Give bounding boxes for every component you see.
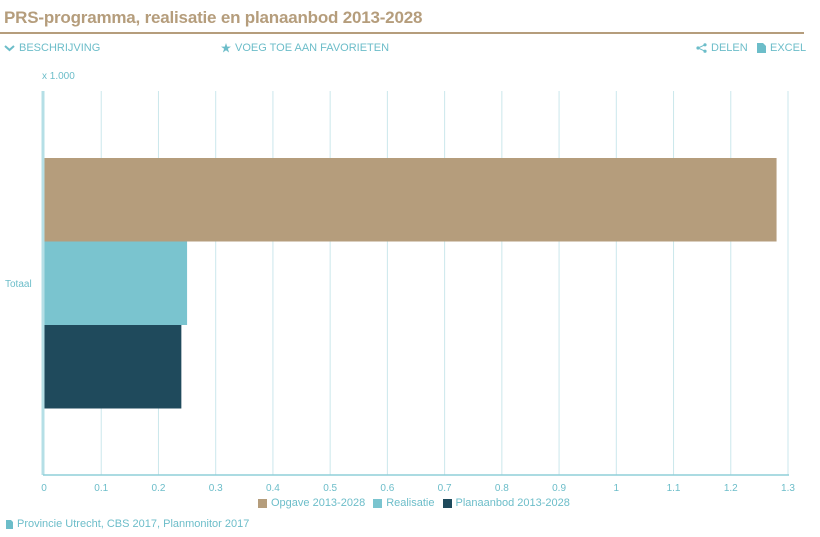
bar-realisatie[interactable] [44,241,188,326]
share-icon [696,43,707,53]
x-tick-label: 0.4 [266,483,280,494]
legend-item-planaanbod[interactable]: Planaanbod 2013-2028 [442,497,570,509]
gridlines [100,91,789,475]
legend: Opgave 2013-2028 Realisatie Planaanbod 2… [258,497,570,509]
legend-swatch [258,498,267,508]
source-note: Provincie Utrecht, CBS 2017, Planmonitor… [6,518,249,530]
x-tick-label: 0.2 [152,483,166,494]
legend-label: Realisatie [386,497,435,509]
x-tick-label: 0.8 [495,483,509,494]
unit-label: x 1.000 [42,71,75,82]
x-tick-label: 0.7 [438,483,452,494]
legend-item-opgave[interactable]: Opgave 2013-2028 [258,497,365,509]
x-tick-label: 1 [614,483,620,494]
title-divider [0,32,804,34]
legend-label: Planaanbod 2013-2028 [455,497,570,509]
bar-chart: x 1.000 0 0.1 0.2 0.3 0.4 0.5 0.6 0.7 0.8 0.9 1 1.1… [5,71,795,494]
x-tick-label: 0.6 [380,483,394,494]
favorites-label: VOEG TOE AAN FAVORIETEN [235,42,390,54]
page-title: PRS-programma, realisatie en planaanbod … [4,8,423,27]
description-button[interactable]: BESCHRIJVING [4,42,100,54]
excel-label: EXCEL [770,42,807,54]
share-button[interactable]: DELEN [696,42,748,54]
add-to-favorites-button[interactable]: VOEG TOE AAN FAVORIETEN [221,42,389,54]
legend-swatch [373,498,383,508]
chevron-down-icon [4,45,15,52]
legend-label: Opgave 2013-2028 [271,497,366,509]
category-label: Totaal [5,279,32,290]
x-tick-label: 0.1 [94,483,108,494]
bar-planaanbod[interactable] [44,325,182,409]
x-tick-label: 0 [41,483,47,494]
document-icon [6,519,13,529]
description-label: BESCHRIJVING [19,42,101,54]
x-tick-label: 0.3 [209,483,223,494]
bar-opgave[interactable] [44,158,777,242]
x-tick-label: 1.2 [724,483,738,494]
x-tick-label: 1.3 [781,483,795,494]
legend-item-realisatie[interactable]: Realisatie [373,497,435,509]
source-text: Provincie Utrecht, CBS 2017, Planmonitor… [17,518,250,530]
document-icon [757,43,766,53]
star-icon [221,43,231,53]
excel-download-button[interactable]: EXCEL [757,42,806,54]
bars [44,158,777,409]
x-tick-label: 0.9 [552,483,566,494]
legend-swatch [442,498,452,508]
x-tick-label: 0.5 [323,483,337,494]
share-label: DELEN [711,42,748,54]
x-tick-label: 1.1 [667,483,681,494]
x-tick-labels: 0 0.1 0.2 0.3 0.4 0.5 0.6 0.7 0.8 0.9 1 1.1 1.2 1.3 [41,483,795,494]
